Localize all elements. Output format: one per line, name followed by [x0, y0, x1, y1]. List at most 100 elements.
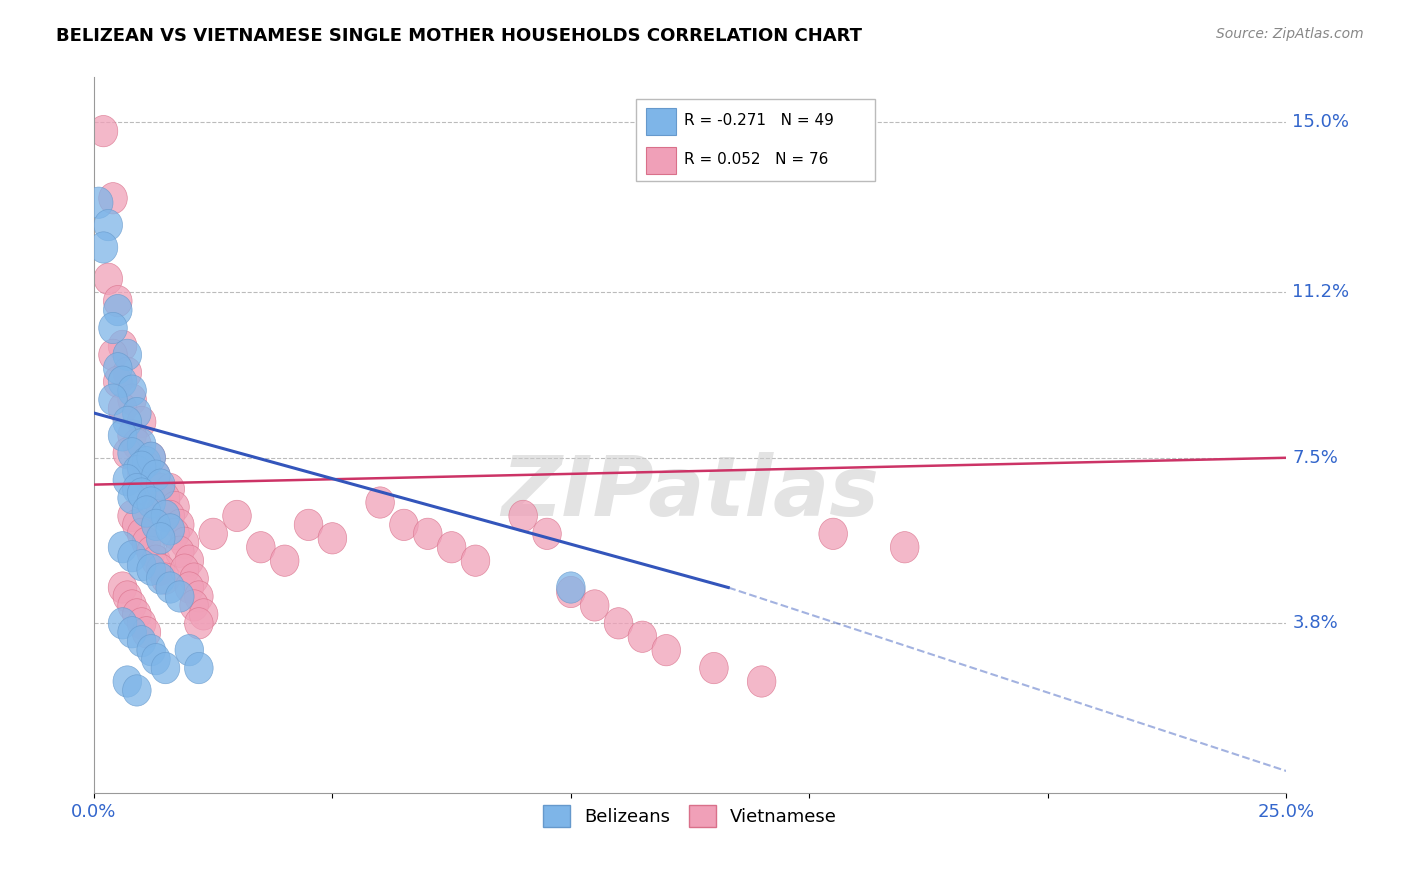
Ellipse shape	[118, 500, 146, 532]
Ellipse shape	[156, 474, 184, 505]
Ellipse shape	[136, 536, 166, 567]
Ellipse shape	[652, 634, 681, 665]
Ellipse shape	[98, 312, 128, 343]
Ellipse shape	[108, 607, 136, 639]
Ellipse shape	[118, 438, 146, 469]
Ellipse shape	[122, 599, 152, 630]
Ellipse shape	[557, 572, 585, 603]
Ellipse shape	[122, 509, 152, 541]
Text: R = -0.271   N = 49: R = -0.271 N = 49	[685, 113, 834, 128]
Ellipse shape	[128, 549, 156, 581]
Ellipse shape	[122, 429, 152, 460]
FancyBboxPatch shape	[637, 99, 875, 181]
Ellipse shape	[557, 576, 585, 607]
Ellipse shape	[118, 541, 146, 572]
Text: 7.5%: 7.5%	[1292, 449, 1339, 467]
Ellipse shape	[118, 384, 146, 416]
Ellipse shape	[132, 447, 160, 478]
Ellipse shape	[108, 532, 136, 563]
FancyBboxPatch shape	[645, 108, 676, 135]
Ellipse shape	[174, 572, 204, 603]
Ellipse shape	[160, 518, 190, 549]
Ellipse shape	[180, 563, 208, 594]
Ellipse shape	[170, 527, 198, 558]
Ellipse shape	[112, 581, 142, 612]
Ellipse shape	[318, 523, 347, 554]
Ellipse shape	[389, 509, 418, 541]
Ellipse shape	[890, 532, 920, 563]
Ellipse shape	[166, 581, 194, 612]
Ellipse shape	[270, 545, 299, 576]
Ellipse shape	[89, 115, 118, 147]
Ellipse shape	[142, 509, 170, 541]
Ellipse shape	[112, 357, 142, 388]
Ellipse shape	[128, 625, 156, 657]
Ellipse shape	[108, 572, 136, 603]
Ellipse shape	[128, 478, 156, 509]
Ellipse shape	[142, 643, 170, 674]
Ellipse shape	[118, 420, 146, 451]
Ellipse shape	[198, 518, 228, 549]
Ellipse shape	[98, 339, 128, 370]
Ellipse shape	[628, 621, 657, 652]
Ellipse shape	[366, 487, 395, 518]
Ellipse shape	[152, 652, 180, 684]
Ellipse shape	[118, 375, 146, 407]
Ellipse shape	[104, 294, 132, 326]
Ellipse shape	[128, 451, 156, 483]
Ellipse shape	[136, 469, 166, 500]
Ellipse shape	[136, 634, 166, 665]
Ellipse shape	[413, 518, 441, 549]
Text: 15.0%: 15.0%	[1292, 113, 1350, 131]
Ellipse shape	[146, 496, 174, 527]
Ellipse shape	[166, 509, 194, 541]
Ellipse shape	[108, 366, 136, 397]
Ellipse shape	[112, 339, 142, 370]
Ellipse shape	[89, 232, 118, 263]
Ellipse shape	[605, 607, 633, 639]
Ellipse shape	[180, 590, 208, 621]
Ellipse shape	[112, 407, 142, 438]
Ellipse shape	[108, 330, 136, 361]
Text: BELIZEAN VS VIETNAMESE SINGLE MOTHER HOUSEHOLDS CORRELATION CHART: BELIZEAN VS VIETNAMESE SINGLE MOTHER HOU…	[56, 27, 862, 45]
Ellipse shape	[132, 496, 160, 527]
Ellipse shape	[190, 599, 218, 630]
Ellipse shape	[142, 483, 170, 514]
Ellipse shape	[84, 187, 112, 219]
Ellipse shape	[146, 554, 174, 585]
Ellipse shape	[122, 674, 152, 706]
Ellipse shape	[132, 527, 160, 558]
Ellipse shape	[156, 572, 184, 603]
Ellipse shape	[142, 460, 170, 491]
Ellipse shape	[108, 392, 136, 425]
Ellipse shape	[118, 590, 146, 621]
Ellipse shape	[146, 474, 174, 505]
Ellipse shape	[104, 352, 132, 384]
Ellipse shape	[98, 183, 128, 214]
Ellipse shape	[94, 210, 122, 241]
Ellipse shape	[98, 384, 128, 416]
Ellipse shape	[136, 442, 166, 474]
Ellipse shape	[509, 500, 537, 532]
Ellipse shape	[128, 456, 156, 487]
Ellipse shape	[533, 518, 561, 549]
Ellipse shape	[136, 442, 166, 474]
Ellipse shape	[166, 536, 194, 567]
Ellipse shape	[146, 469, 174, 500]
Ellipse shape	[152, 483, 180, 514]
Ellipse shape	[136, 554, 166, 585]
Ellipse shape	[142, 545, 170, 576]
Ellipse shape	[104, 285, 132, 317]
Ellipse shape	[581, 590, 609, 621]
Ellipse shape	[128, 607, 156, 639]
Ellipse shape	[128, 407, 156, 438]
Text: Source: ZipAtlas.com: Source: ZipAtlas.com	[1216, 27, 1364, 41]
Ellipse shape	[184, 607, 214, 639]
Ellipse shape	[152, 563, 180, 594]
Ellipse shape	[437, 532, 465, 563]
Ellipse shape	[174, 545, 204, 576]
Ellipse shape	[136, 487, 166, 518]
Ellipse shape	[294, 509, 323, 541]
Text: ZIPatlas: ZIPatlas	[501, 452, 879, 533]
Ellipse shape	[108, 420, 136, 451]
